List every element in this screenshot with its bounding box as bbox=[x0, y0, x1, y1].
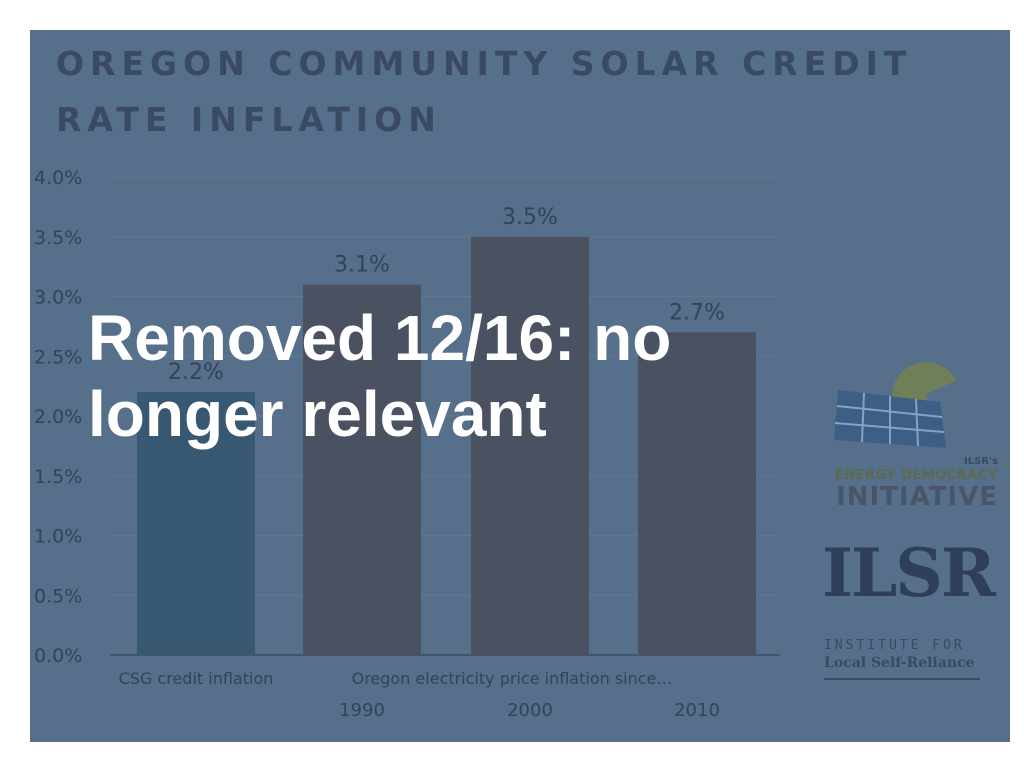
bar-2000 bbox=[471, 236, 589, 655]
y-tick-label: 1.5% bbox=[34, 466, 82, 488]
removed-notice: Removed 12/16: no longer relevant bbox=[88, 300, 848, 452]
logo-area: ILSR's ENERGY DEMOCRACY INITIATIVE ILSR … bbox=[808, 360, 1008, 700]
x-category-label: 2010 bbox=[674, 700, 720, 721]
data-label: 2.2% bbox=[168, 360, 224, 385]
ilsr-line-1: INSTITUTE FOR bbox=[824, 638, 965, 653]
x-group-label: Oregon electricity price inflation since… bbox=[352, 669, 673, 688]
ilsr-line-2: Local Self-Reliance bbox=[824, 655, 975, 671]
slide-title: OREGON COMMUNITY SOLAR CREDIT RATE INFLA… bbox=[56, 36, 976, 148]
energy-democracy-logo-icon bbox=[834, 362, 961, 448]
y-tick-label: 2.5% bbox=[34, 346, 82, 368]
chart-bars bbox=[137, 236, 756, 655]
removed-notice-line-1: Removed 12/16: no bbox=[88, 302, 672, 374]
bar-2010 bbox=[638, 332, 756, 655]
bar-csg-credit bbox=[137, 392, 255, 655]
y-tick-label: 0.5% bbox=[34, 585, 82, 607]
y-tick-label: 4.0% bbox=[34, 167, 82, 189]
edi-line-1: ENERGY DEMOCRACY bbox=[834, 468, 998, 483]
y-tick-label: 1.0% bbox=[34, 526, 82, 548]
x-category-label: CSG credit inflation bbox=[119, 669, 274, 688]
y-tick-label: 3.0% bbox=[34, 287, 82, 309]
data-label: 3.1% bbox=[334, 253, 390, 278]
edi-small-label: ILSR's bbox=[963, 456, 998, 467]
y-tick-label: 2.0% bbox=[34, 406, 82, 428]
data-label: 2.7% bbox=[669, 300, 725, 325]
y-tick-label: 3.5% bbox=[34, 227, 82, 249]
removed-notice-line-2: longer relevant bbox=[88, 378, 547, 450]
slide-title-line-1: OREGON COMMUNITY SOLAR CREDIT bbox=[56, 44, 913, 83]
bar-1990 bbox=[303, 284, 421, 655]
slide-title-line-2: RATE INFLATION bbox=[56, 100, 442, 139]
data-label: 3.5% bbox=[502, 205, 558, 230]
ilsr-logo-mark: ILSR bbox=[822, 534, 996, 612]
edi-line-2: INITIATIVE bbox=[836, 482, 998, 512]
x-category-label: 2000 bbox=[507, 700, 553, 721]
y-tick-label: 0.0% bbox=[34, 645, 82, 667]
x-category-label: 1990 bbox=[339, 700, 385, 721]
y-axis: 0.0% 0.5% 1.0% 1.5% 2.0% 2.5% 3.0% 3.5% 4.0% bbox=[34, 167, 82, 667]
x-axis: CSG credit inflation Oregon electricity p… bbox=[119, 669, 720, 721]
chart-value-labels: 2.2% 3.1% 3.5% 2.7% bbox=[168, 205, 725, 385]
ilsr-divider bbox=[824, 678, 980, 680]
